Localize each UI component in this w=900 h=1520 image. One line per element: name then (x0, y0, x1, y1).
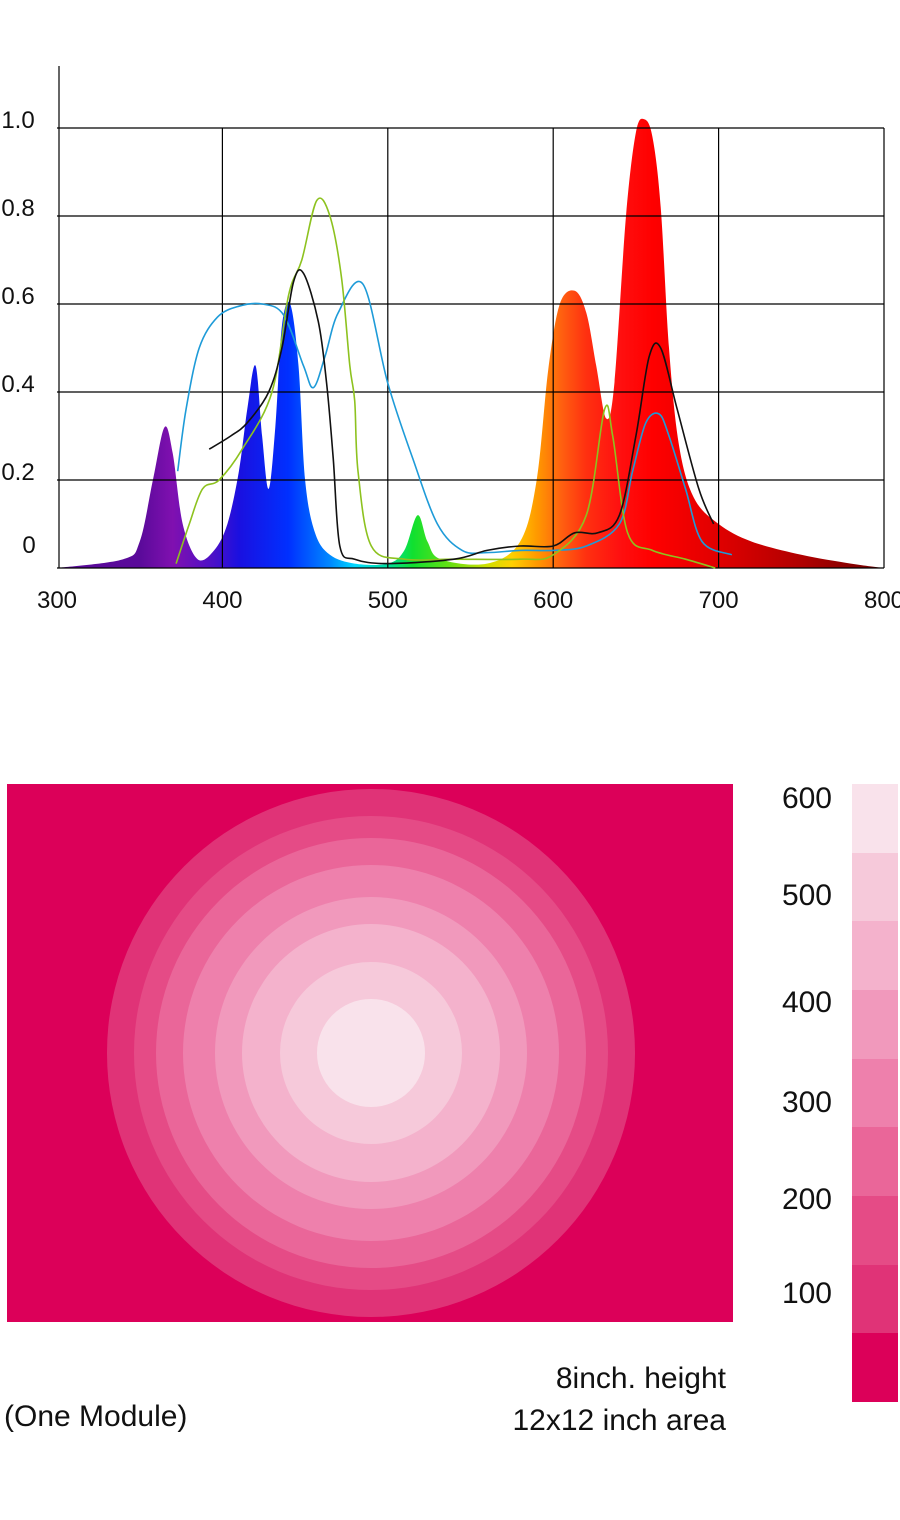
y-tick-label: 0.4 (1, 371, 34, 398)
height-caption: 8inch. height (555, 1362, 726, 1395)
x-tick-label: 600 (533, 587, 573, 614)
heatmap-legend-colorbar (852, 784, 898, 1403)
y-tick-label: 0.6 (1, 283, 34, 310)
series-line-0 (176, 280, 733, 556)
emission-spectrum-area (57, 118, 884, 568)
x-tick-label: 400 (202, 587, 242, 614)
legend-swatch-8 (852, 1333, 898, 1403)
legend-swatch-3 (852, 990, 898, 1059)
legend-swatch-5 (852, 1127, 898, 1197)
grid (57, 66, 885, 569)
legend-label-600: 600 (781, 782, 832, 815)
legend-label-300: 300 (781, 1086, 832, 1119)
legend-label-500: 500 (781, 879, 832, 912)
legend-swatch-6 (852, 1196, 898, 1265)
y-tick-label: 0.8 (1, 195, 34, 222)
emission-spectrum-layer (57, 118, 884, 568)
series-layer (175, 197, 733, 569)
y-tick-label: 1.0 (1, 107, 34, 134)
area-caption: 12x12 inch area (512, 1404, 727, 1437)
legend-label-400: 400 (781, 986, 832, 1019)
tick-labels: 300 400 500 600 700 800 0 0.2 0.4 0.6 0.8 1.0 (1, 107, 900, 614)
legend-swatch-1 (852, 852, 898, 922)
y-tick-label: 0 (22, 532, 35, 559)
series-line-2 (208, 268, 715, 565)
module-caption: (One Module) (4, 1400, 188, 1433)
legend-label-200: 200 (781, 1183, 832, 1216)
x-tick-label: 800 (864, 587, 900, 614)
irradiance-heatmap (7, 784, 733, 1322)
legend-swatch-2 (852, 921, 898, 991)
legend-label-100: 100 (781, 1277, 832, 1310)
legend-swatch-0 (852, 784, 898, 853)
x-tick-label: 500 (368, 587, 408, 614)
spectrum-chart: 300 400 500 600 700 800 0 0.2 0.4 0.6 0.8 1.0 (1, 66, 900, 614)
legend-swatch-7 (852, 1264, 898, 1334)
x-tick-label: 700 (699, 587, 739, 614)
y-tick-label: 0.2 (1, 459, 34, 486)
series-line-1 (175, 197, 716, 569)
heatmap-ring-7 (317, 999, 425, 1107)
x-tick-label: 300 (37, 587, 77, 614)
legend-swatch-4 (852, 1058, 898, 1128)
